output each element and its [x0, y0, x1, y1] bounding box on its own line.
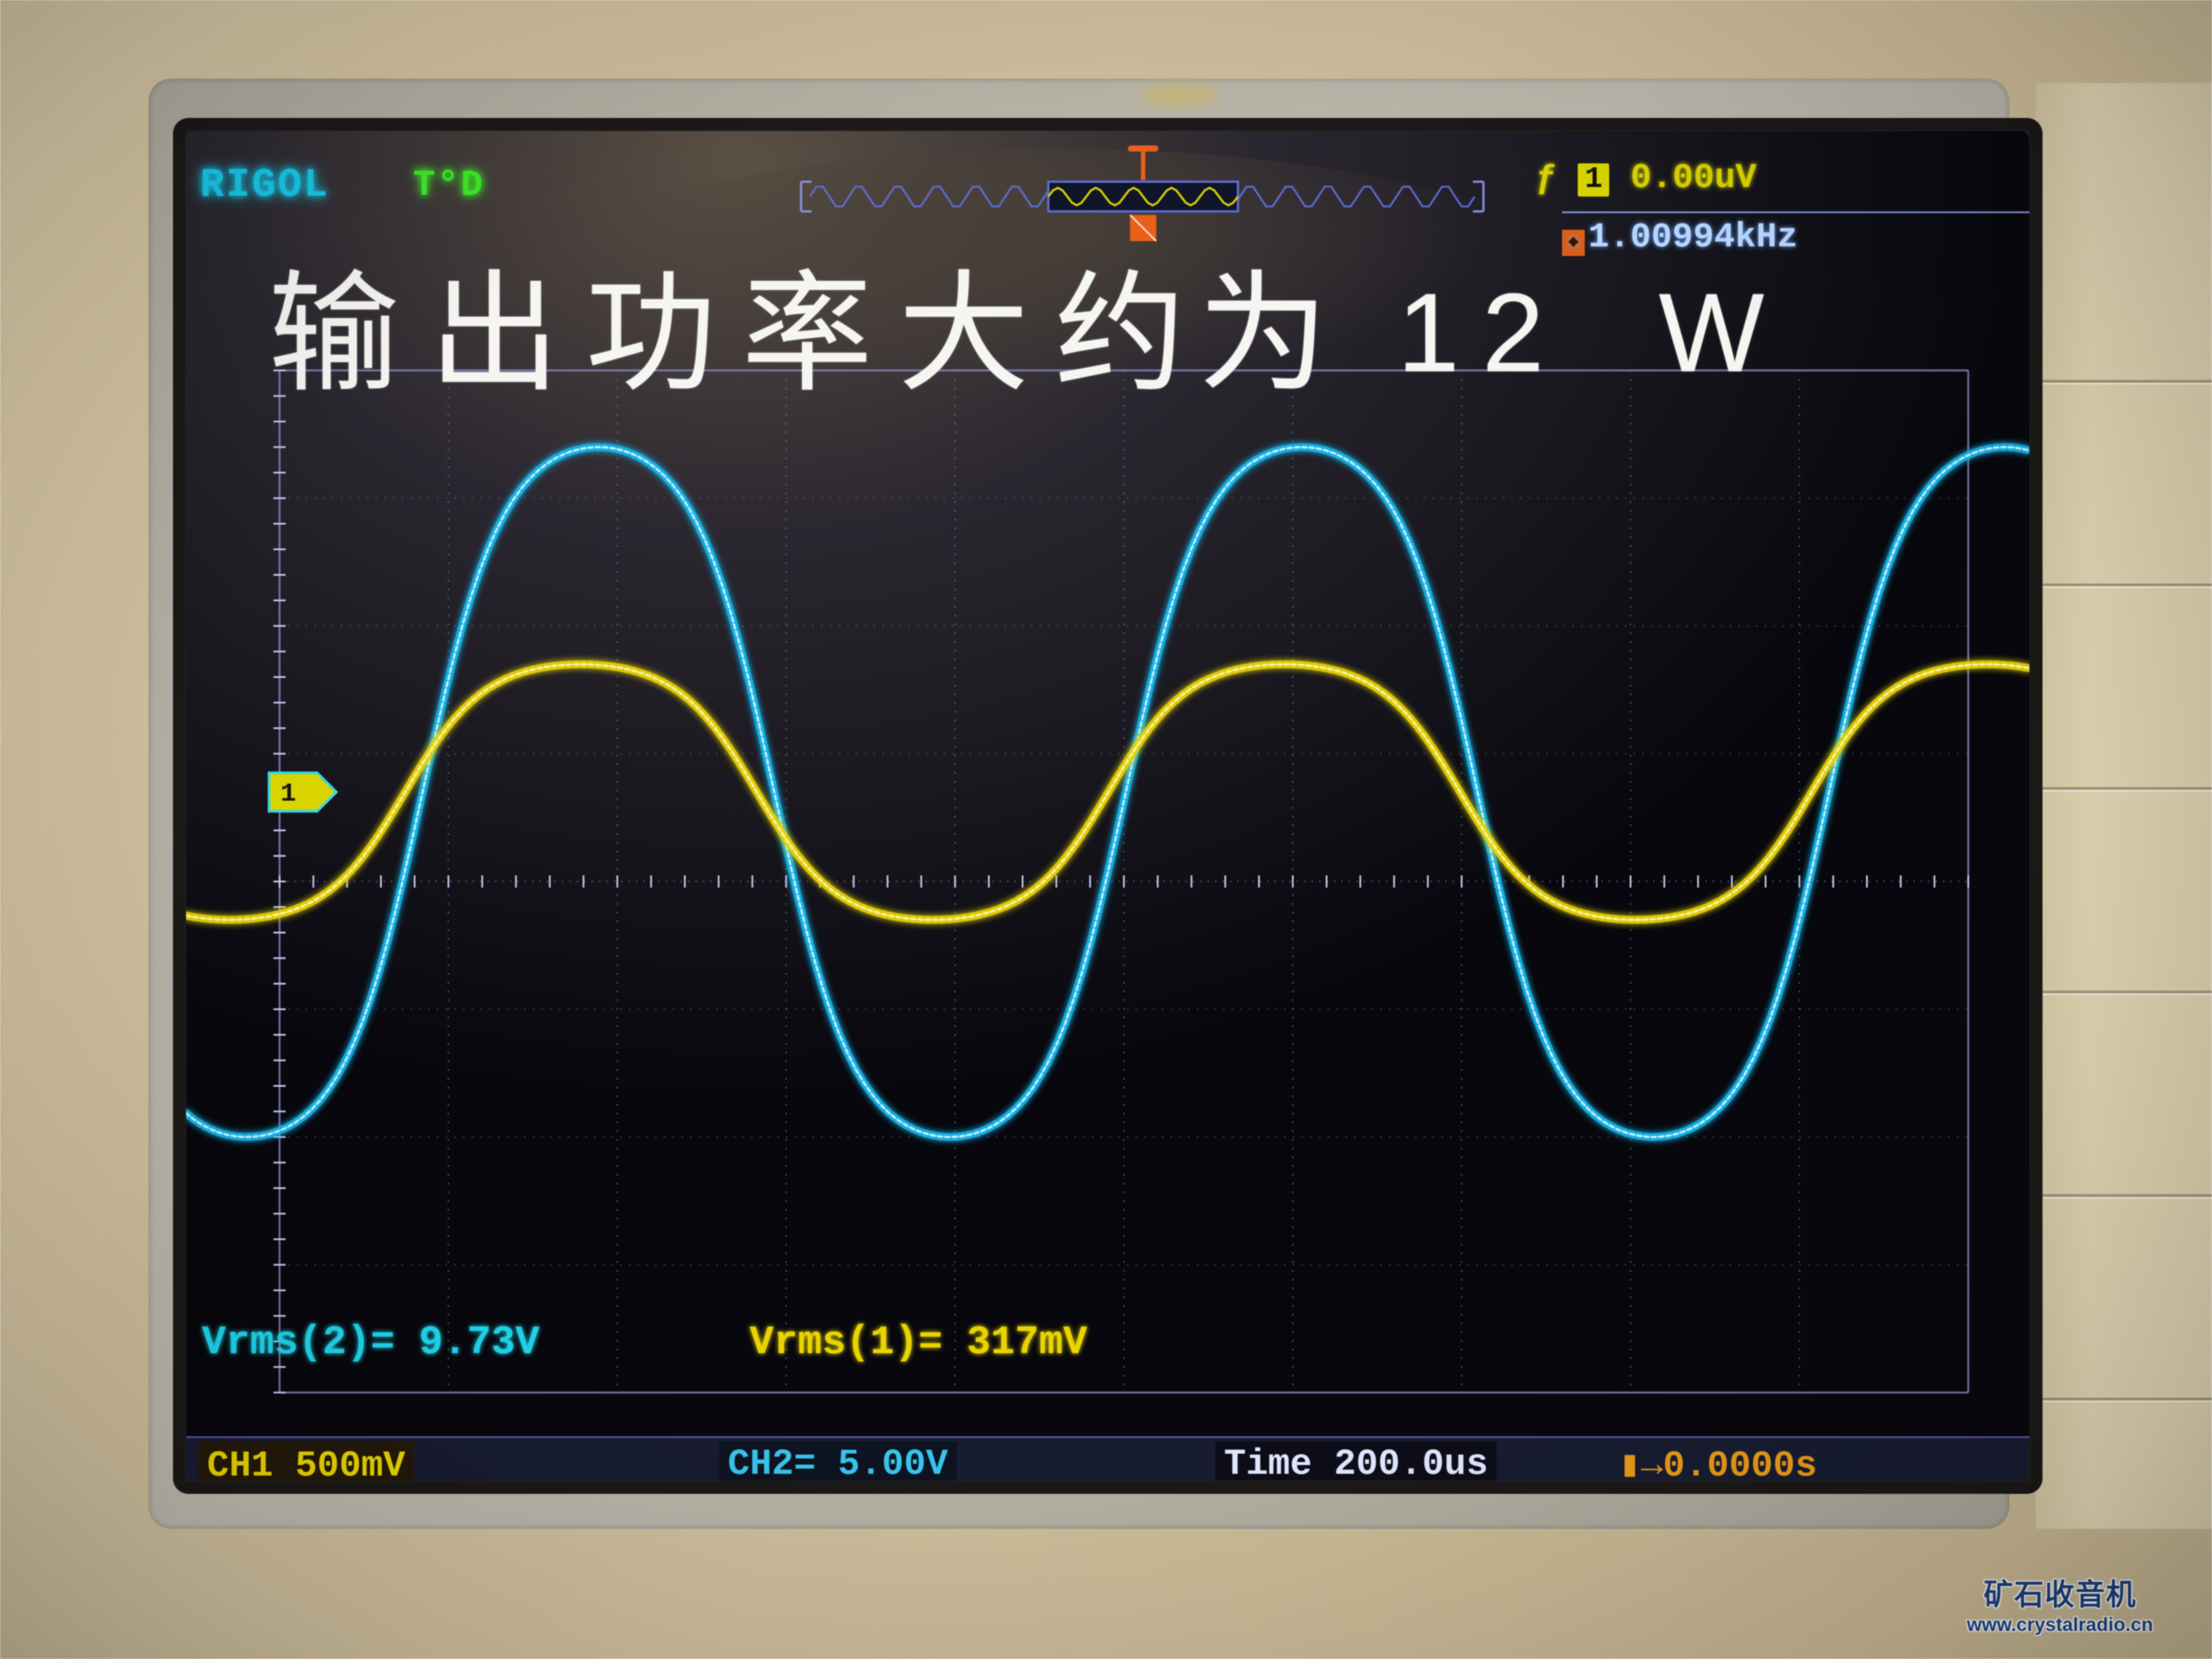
- svg-text:1: 1: [280, 780, 296, 810]
